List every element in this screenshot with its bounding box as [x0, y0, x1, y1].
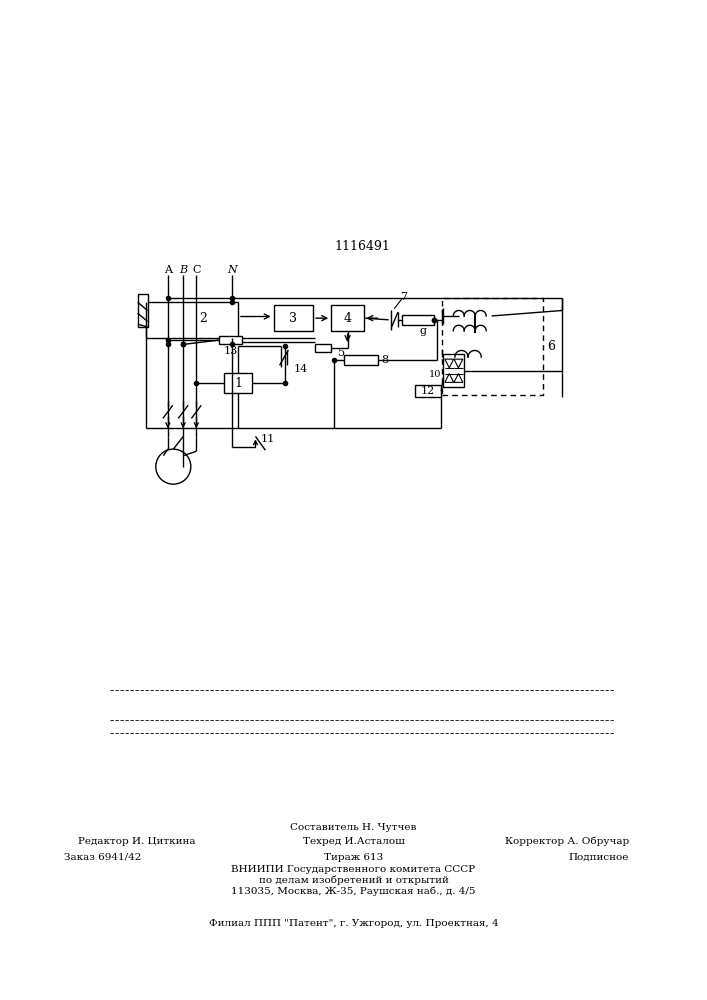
Text: 1: 1: [234, 377, 242, 390]
Text: Редактор И. Циткина: Редактор И. Циткина: [78, 836, 195, 846]
Text: 2: 2: [199, 312, 207, 325]
Text: 14: 14: [293, 364, 308, 374]
Text: по делам изобретений и открытий: по делам изобретений и открытий: [259, 875, 448, 885]
Text: Заказ 6941/42: Заказ 6941/42: [64, 852, 141, 861]
Text: 12: 12: [421, 386, 436, 396]
Bar: [415, 385, 441, 397]
Text: 13: 13: [223, 346, 238, 356]
Bar: [344, 355, 378, 365]
Bar: [224, 373, 252, 393]
Text: 10: 10: [428, 370, 440, 379]
Text: Составитель Н. Чутчев: Составитель Н. Чутчев: [291, 824, 416, 832]
Text: g: g: [420, 326, 426, 336]
Text: 7: 7: [400, 292, 407, 302]
Text: ВНИИПИ Государственного комитета СССР: ВНИИПИ Государственного комитета СССР: [231, 864, 476, 874]
Bar: [442, 298, 543, 395]
Text: Филиал ППП "Патент", г. Ужгород, ул. Проектная, 4: Филиал ППП "Патент", г. Ужгород, ул. Про…: [209, 920, 498, 928]
Text: B: B: [179, 265, 187, 275]
Bar: [331, 305, 364, 331]
Bar: [138, 294, 148, 327]
Bar: [274, 305, 313, 331]
Text: A: A: [164, 265, 172, 275]
Text: 4: 4: [344, 312, 351, 325]
Text: 3: 3: [289, 312, 298, 325]
Text: 1116491: 1116491: [334, 240, 390, 253]
Text: N: N: [228, 265, 238, 275]
Bar: [146, 302, 238, 338]
Text: Тираж 613: Тираж 613: [324, 852, 383, 861]
Text: 113035, Москва, Ж-35, Раушская наб., д. 4/5: 113035, Москва, Ж-35, Раушская наб., д. …: [231, 886, 476, 896]
Text: C: C: [192, 265, 201, 275]
Text: Техред И.Асталош: Техред И.Асталош: [303, 836, 404, 846]
Bar: [218, 336, 242, 344]
Text: 5: 5: [338, 348, 345, 358]
Bar: [443, 354, 464, 387]
Text: Корректор А. Обручар: Корректор А. Обручар: [505, 836, 629, 846]
Text: Подписное: Подписное: [569, 852, 629, 861]
Bar: [315, 344, 331, 352]
Text: 8: 8: [381, 355, 388, 365]
Bar: [402, 315, 433, 325]
Text: 6: 6: [547, 340, 556, 353]
Text: 11: 11: [260, 434, 275, 444]
